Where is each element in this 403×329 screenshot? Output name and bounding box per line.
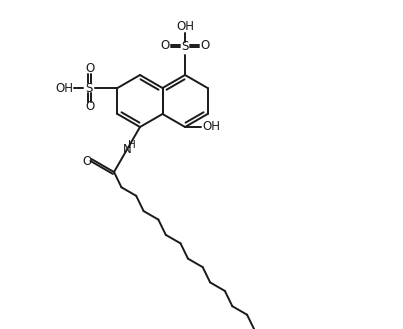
- Text: N: N: [123, 143, 131, 156]
- Text: OH: OH: [202, 120, 220, 134]
- Text: O: O: [85, 63, 94, 75]
- Text: OH: OH: [56, 82, 73, 94]
- Text: S: S: [85, 82, 92, 94]
- Text: H: H: [128, 139, 136, 149]
- Text: O: O: [160, 39, 170, 52]
- Text: S: S: [181, 40, 189, 54]
- Text: OH: OH: [176, 19, 194, 33]
- Text: O: O: [83, 155, 92, 167]
- Text: O: O: [85, 100, 94, 114]
- Text: O: O: [200, 39, 210, 52]
